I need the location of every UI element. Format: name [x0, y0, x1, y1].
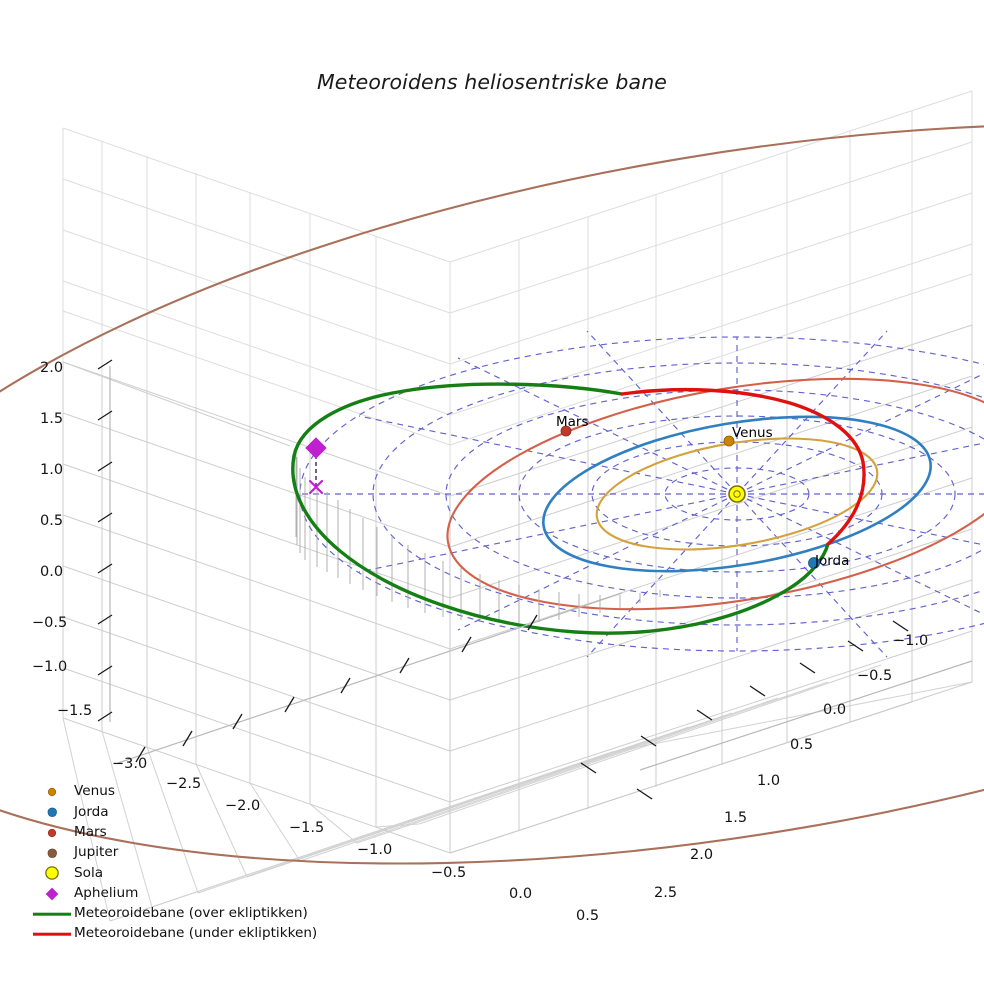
aphelium-projection-marker [308, 479, 324, 495]
legend-item-venus[interactable]: Venus [30, 782, 330, 802]
red-line-icon [30, 924, 74, 944]
aphelium-diamond-marker [305, 437, 327, 459]
mars-dot-icon [30, 823, 74, 843]
legend-item-mars[interactable]: Mars [30, 823, 330, 843]
mars-marker [560, 425, 572, 437]
legend-item-jupiter[interactable]: Jupiter [30, 843, 330, 863]
y-tick-label-1: −0.5 [857, 668, 893, 684]
z-tick-label-0: 2.0 [40, 360, 64, 376]
z-tick-label-2: 1.0 [40, 462, 64, 478]
legend-label-venus: Venus [74, 783, 115, 800]
aphelium-group [305, 437, 327, 495]
x-axis-spine [117, 592, 623, 764]
sola-marker [728, 485, 746, 503]
x-tick-label-0: −3.0 [112, 756, 148, 772]
green-line-icon [30, 904, 74, 924]
x-tick-label-6: 0.0 [509, 886, 533, 902]
x-tick-label-1: −2.5 [166, 776, 202, 792]
legend-item-orbit-over[interactable]: Meteoroidebane (over ekliptikken) [30, 904, 330, 924]
legend-label-jupiter: Jupiter [74, 844, 119, 861]
x-tick-label-3: −1.5 [289, 820, 325, 836]
annotation-jorda: Jorda [815, 553, 850, 569]
y-tick-label-4: 1.0 [757, 773, 781, 789]
y-tick-label-0: −1.0 [893, 633, 929, 649]
z-axis-ticks [97, 359, 113, 722]
x-tick-label-4: −1.0 [357, 842, 393, 858]
legend-label-jorda: Jorda [74, 803, 109, 820]
x-tick-label-7: 0.5 [576, 908, 600, 924]
annotation-mars: Mars [556, 414, 589, 430]
annotation-venus: Venus [732, 425, 773, 441]
jupiter-orbit [0, 123, 984, 865]
y-axis-spine [639, 660, 973, 771]
y-axis-ticks [580, 620, 909, 800]
y-tick-label-2: 0.0 [823, 702, 847, 718]
legend-label-sola: Sola [74, 864, 104, 881]
y-tick-label-6: 2.0 [690, 847, 714, 863]
legend: Venus Jorda Mars Jupiter Sola [30, 782, 330, 944]
legend-item-jorda[interactable]: Jorda [30, 802, 330, 822]
sun-icon [30, 863, 74, 883]
jupiter-dot-icon [30, 843, 74, 863]
pane-grid-floor [62, 664, 973, 922]
y-tick-label-3: 0.5 [790, 737, 814, 753]
z-tick-label-5: −0.5 [32, 615, 68, 631]
legend-item-orbit-under[interactable]: Meteoroidebane (under ekliptikken) [30, 924, 330, 944]
z-tick-label-1: 1.5 [40, 411, 64, 427]
jorda-dot-icon [30, 802, 74, 822]
legend-label-aphelium: Aphelium [74, 884, 139, 901]
pane-grid-back-left [62, 361, 451, 854]
pane-grid-upper [62, 90, 973, 496]
z-tick-label-6: −1.0 [32, 659, 68, 675]
meteoroid-orbit-under-ecliptic [620, 387, 866, 546]
pane-grid-back-right [449, 324, 973, 854]
y-tick-label-7: 2.5 [654, 885, 678, 901]
jorda-orbit [542, 415, 932, 573]
x-tick-label-5: −0.5 [431, 865, 467, 881]
polar-grid [299, 330, 984, 658]
legend-item-aphelium[interactable]: Aphelium [30, 883, 330, 903]
venus-dot-icon [30, 782, 74, 802]
venus-marker [723, 435, 735, 447]
diamond-icon [30, 884, 74, 904]
meteoroid-orbit-over-ecliptic [291, 382, 830, 635]
plot-title: Meteoroidens heliosentriske bane [316, 70, 668, 94]
legend-label-orbit-over: Meteoroidebane (over ekliptikken) [74, 905, 308, 922]
z-tick-label-4: 0.0 [40, 564, 64, 580]
z-tick-label-3: 0.5 [40, 513, 64, 529]
z-tick-label-7: −1.5 [57, 703, 93, 719]
legend-label-orbit-under: Meteoroidebane (under ekliptikken) [74, 925, 318, 942]
x-tick-label-2: −2.0 [225, 798, 261, 814]
legend-item-sola[interactable]: Sola [30, 863, 330, 883]
y-tick-label-5: 1.5 [724, 810, 748, 826]
jorda-marker [808, 557, 820, 569]
x-axis-ticks [135, 614, 538, 763]
legend-label-mars: Mars [74, 823, 107, 840]
